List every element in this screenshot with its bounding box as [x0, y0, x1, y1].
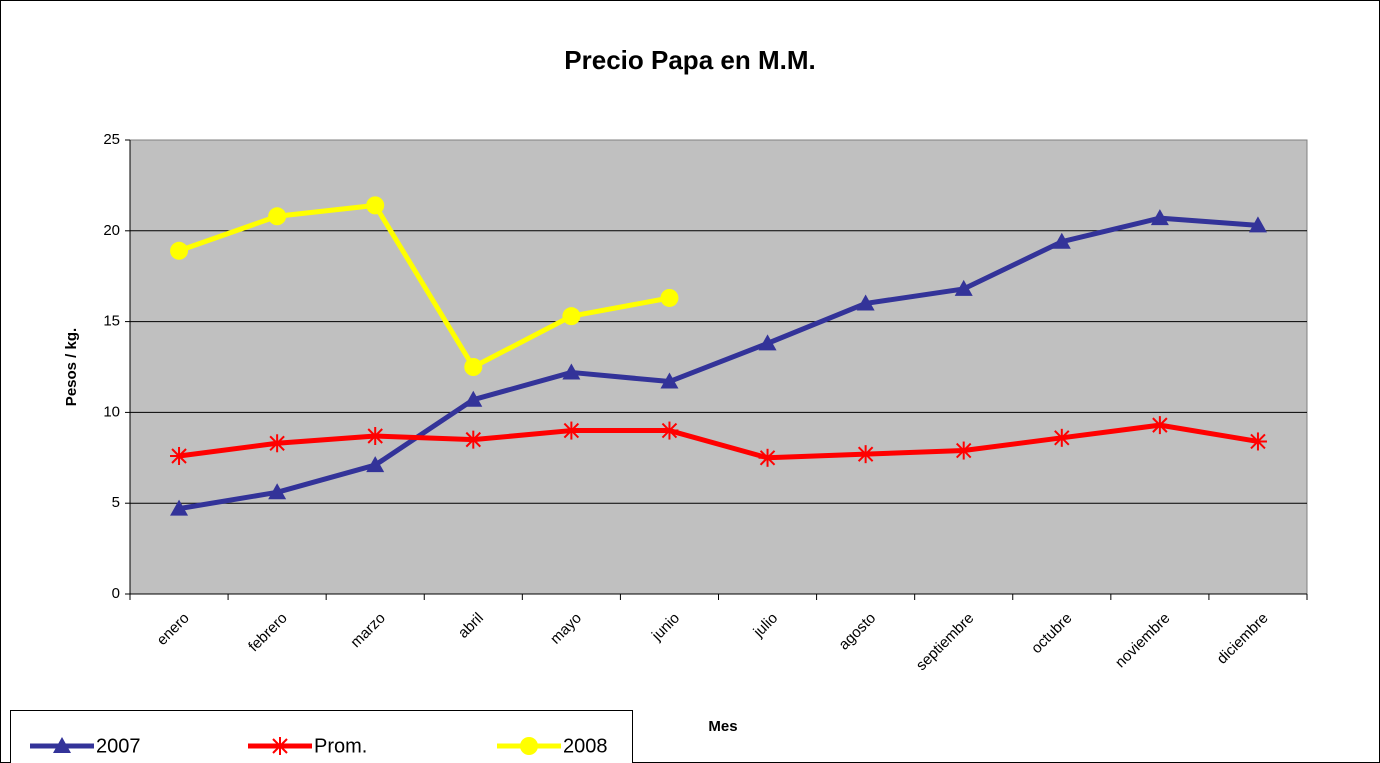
marker [562, 363, 581, 380]
marker [660, 421, 679, 440]
y-axis-label: Pesos / kg. [63, 328, 80, 406]
marker-stroke [563, 422, 580, 439]
marker-stroke [857, 446, 874, 462]
marker [271, 737, 289, 755]
marker-stroke [171, 448, 187, 464]
marker-stroke [956, 442, 972, 459]
marker [1052, 428, 1071, 447]
series-line [178, 422, 1259, 461]
legend-label: Prom. [314, 735, 367, 757]
legend-label: 2007 [96, 735, 141, 757]
marker [758, 334, 777, 351]
marker [366, 427, 385, 446]
marker [856, 294, 875, 311]
marker [1248, 432, 1267, 451]
marker [1150, 416, 1169, 435]
marker [366, 196, 385, 215]
marker [1150, 209, 1169, 226]
marker-stroke [1054, 430, 1070, 446]
marker [53, 737, 71, 753]
marker [954, 441, 973, 460]
x-axis-label: Mes [708, 718, 737, 735]
series-line [178, 215, 1259, 512]
marker-stroke [1250, 433, 1266, 450]
marker [520, 737, 538, 755]
marker-stroke [1152, 417, 1168, 433]
marker-stroke [661, 422, 678, 439]
marker-stroke [465, 431, 481, 448]
marker [464, 390, 483, 407]
marker [562, 421, 581, 440]
series-line [178, 202, 670, 370]
marker [170, 446, 189, 465]
y-tick-label: 0 [112, 585, 120, 602]
marker [268, 434, 287, 453]
chart-title: Precio Papa en M.M. [564, 45, 815, 75]
y-tick-label: 15 [103, 313, 120, 330]
marker [366, 456, 385, 473]
marker [660, 372, 679, 389]
marker-stroke [759, 450, 776, 466]
marker-stroke [272, 738, 288, 754]
marker [268, 207, 287, 226]
y-tick-label: 25 [103, 131, 120, 148]
marker [1248, 216, 1267, 233]
marker-stroke [269, 435, 285, 451]
marker [1052, 232, 1071, 249]
y-tick-label: 10 [103, 403, 120, 420]
marker [268, 483, 287, 500]
marker [170, 241, 189, 260]
marker [464, 358, 483, 376]
marker [954, 279, 973, 296]
plot-area [129, 139, 1308, 595]
y-tick-label: 20 [103, 222, 120, 239]
marker [170, 499, 189, 516]
y-tick-label: 5 [112, 494, 120, 511]
marker-stroke [367, 428, 383, 444]
marker [660, 288, 679, 307]
marker [562, 307, 581, 326]
marker [464, 430, 483, 449]
legend-label: 2008 [563, 735, 608, 757]
marker [758, 448, 777, 467]
marker [856, 445, 875, 464]
